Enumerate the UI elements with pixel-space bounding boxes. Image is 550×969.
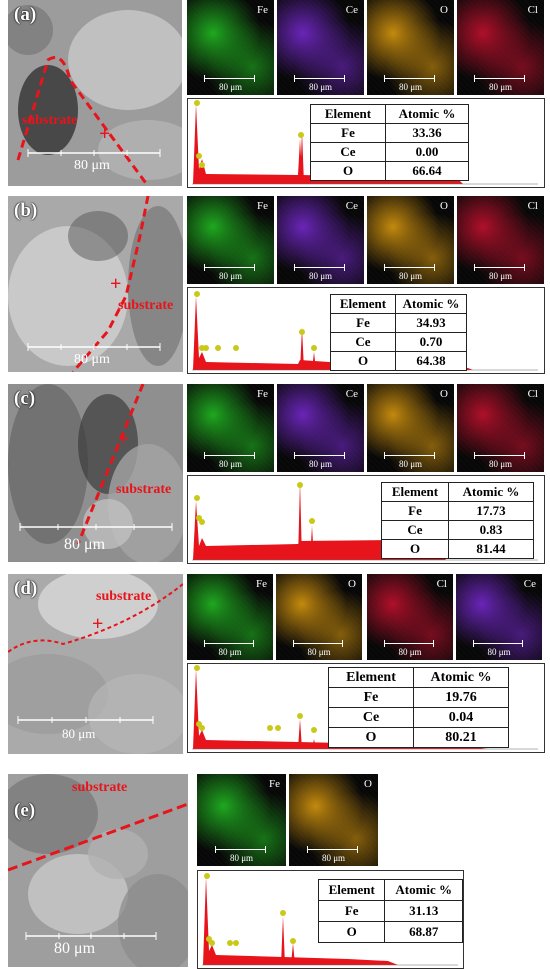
eds-spectrum: Element Atomic % Fe 31.13 O 68.87 [197, 870, 464, 969]
analysis-point-marker: + [92, 613, 104, 635]
spectrum-plot [192, 100, 538, 185]
table-row: Ce 0.00 [310, 142, 469, 162]
map-cl: Cl 80 μm [367, 574, 453, 660]
table-row: Ce 0.70 [330, 332, 467, 352]
panel-label: (d) [14, 578, 38, 599]
eds-spectrum: Element Atomic % Fe 17.73 Ce 0.83 O 81.44 [187, 475, 545, 564]
eds-maps: Fe 80 μm Ce 80 μm O 80 μm Cl 80 μm [187, 196, 550, 284]
eds-maps: Fe 80 μm O 80 μm [197, 774, 383, 866]
map-ce: Ce 80 μm [456, 574, 542, 660]
scale-label: 80 μm [74, 158, 110, 173]
table-row: Ce 0.83 [381, 520, 534, 540]
scale-label: 80 μm [64, 536, 106, 553]
sem-texture [8, 196, 183, 372]
analysis-point-marker: + [110, 273, 122, 295]
table-row: O 66.64 [310, 161, 469, 181]
table-row: O 64.38 [330, 351, 467, 371]
map-ce: Ce 80 μm [277, 196, 364, 284]
spectrum-plot [192, 665, 538, 750]
spectrum-plot [202, 873, 458, 966]
substrate-label: substrate [118, 298, 174, 313]
map-ce: Ce 80 μm [277, 384, 364, 472]
sem-image: (d) substrate + 80 μm [8, 574, 183, 754]
table-row: Fe 34.93 [330, 313, 467, 333]
composition-table: Element Atomic % Fe 19.76 Ce 0.04 O 80.21 [328, 667, 509, 748]
sem-image: (a) substrate + 80 μm [8, 0, 182, 186]
table-row: Fe 19.76 [328, 687, 509, 708]
sem-image: (c) substrate + 80 μm [8, 384, 183, 562]
map-cl: Cl 80 μm [457, 196, 544, 284]
map-o: O 80 μm [367, 196, 454, 284]
table-row: O 80.21 [328, 727, 509, 748]
table-row: O 68.87 [317, 921, 463, 943]
map-o: O 80 μm [289, 774, 378, 866]
map-fe: Fe 80 μm [187, 196, 274, 284]
sem-texture [8, 774, 188, 967]
map-cl: Cl 80 μm [457, 384, 544, 472]
analysis-point-marker: + [118, 428, 130, 450]
map-fe: Fe 80 μm [197, 774, 286, 866]
sem-texture [8, 0, 182, 186]
panel-label: (e) [14, 800, 36, 821]
panel-label: (b) [14, 200, 38, 221]
table-row: Ce 0.04 [328, 707, 509, 728]
substrate-label: substrate [22, 113, 78, 128]
eds-spectrum: Element Atomic % Fe 19.76 Ce 0.04 O 80.21 [187, 663, 545, 753]
eds-maps: Fe 80 μm Ce 80 μm O 80 μm Cl 80 μm [187, 0, 550, 95]
substrate-label: substrate [72, 780, 128, 795]
table-row: Fe 17.73 [381, 501, 534, 521]
table-row: Fe 33.36 [310, 123, 469, 143]
eds-maps: Fe 80 μm O 80 μm Cl 80 μm Ce 80 μm [187, 574, 550, 660]
eds-spectrum: Element Atomic % Fe 34.93 Ce 0.70 O 64.38 [187, 287, 545, 374]
sem-texture [8, 574, 183, 754]
panel-label: (c) [14, 388, 36, 409]
composition-table: Element Atomic % Fe 33.36 Ce 0.00 O 66.64 [310, 104, 469, 181]
map-o: O 80 μm [276, 574, 362, 660]
composition-table: Element Atomic % Fe 34.93 Ce 0.70 O 64.38 [330, 294, 467, 371]
substrate-label: substrate [116, 482, 172, 497]
spectrum-plot [192, 291, 538, 371]
panel-label: (a) [14, 4, 37, 25]
table-row: Fe 31.13 [317, 900, 463, 922]
eds-spectrum: Element Atomic % Fe 33.36 Ce 0.00 O 66.64 [187, 98, 545, 188]
sem-image: (b) substrate + 80 μm [8, 196, 183, 372]
map-o: O 80 μm [367, 0, 454, 95]
sem-image: (e) substrate 80 μm [8, 774, 188, 967]
substrate-label: substrate [96, 589, 152, 604]
map-fe: Fe 80 μm [187, 574, 273, 660]
analysis-point-marker: + [99, 123, 111, 145]
scale-label: 80 μm [74, 352, 110, 367]
composition-table: Element Atomic % Fe 17.73 Ce 0.83 O 81.44 [381, 482, 534, 559]
composition-table: Element Atomic % Fe 31.13 O 68.87 [317, 879, 463, 943]
map-ce: Ce 80 μm [277, 0, 364, 95]
scale-label: 80 μm [54, 940, 96, 957]
eds-maps: Fe 80 μm Ce 80 μm O 80 μm Cl 80 μm [187, 384, 550, 472]
scale-label: 80 μm [62, 726, 96, 741]
map-o: O 80 μm [367, 384, 454, 472]
map-fe: Fe 80 μm [187, 0, 274, 95]
table-row: O 81.44 [381, 539, 534, 559]
map-cl: Cl 80 μm [457, 0, 544, 95]
sem-texture [8, 384, 183, 562]
map-fe: Fe 80 μm [187, 384, 274, 472]
